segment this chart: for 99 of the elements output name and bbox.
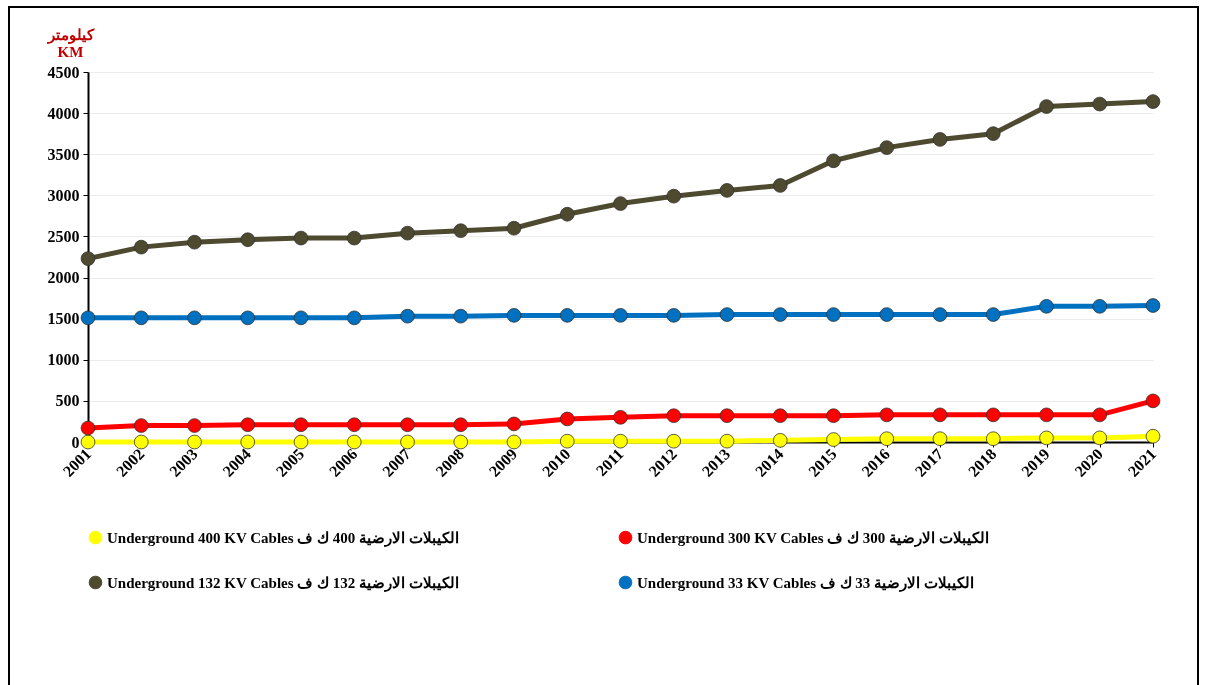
point [985,307,1001,322]
point [453,223,469,238]
point [346,230,362,246]
point [932,431,948,446]
point [1092,407,1108,423]
point [80,420,96,436]
point [613,433,628,449]
point [1092,96,1108,112]
point [719,433,735,449]
y-tick-label: 4500 [47,63,80,81]
point [1145,428,1161,444]
point [826,153,841,169]
point [985,431,1001,446]
point [1145,393,1161,409]
point [1039,99,1054,114]
point [666,308,682,323]
point [240,417,256,433]
point [187,234,202,250]
point [187,310,202,326]
point [613,196,628,211]
point [400,308,415,324]
point [400,225,415,241]
point [240,434,256,450]
point [559,308,575,323]
point [932,132,948,147]
point [826,432,841,447]
point [506,308,522,323]
point [1039,430,1054,446]
point [879,431,895,446]
y-tick-label: 3000 [47,186,80,204]
legend-label: Underground 400 KV Cables الكيبلات الارضية 400 ك ف [107,529,459,547]
legend-label: Underground 300 KV Cables الكيبلات الارضية 300 ك ف [637,529,989,547]
y-tick-label: 4000 [47,104,80,122]
point [985,126,1001,141]
point [559,433,575,449]
point [80,434,96,450]
legend-label: Underground 132 KV Cables الكيبلات الارضية 132 ك ف [107,574,459,592]
point [1039,407,1054,423]
point [826,408,841,423]
point [719,408,735,423]
point [240,310,256,326]
point [133,239,149,255]
point [1092,430,1108,446]
y-tick-label: 0 [71,433,80,451]
point [346,434,362,450]
point [772,178,788,193]
point [506,416,522,432]
point [666,408,682,423]
point [1145,298,1161,313]
point [453,434,469,450]
point [772,433,788,448]
point [293,434,309,450]
point [666,433,682,449]
point [293,417,309,433]
point [293,230,309,246]
point [400,434,415,450]
point [879,140,895,155]
point [187,418,202,433]
point [453,308,469,324]
y-tick-label: 1500 [47,310,80,328]
point [666,188,682,204]
point [346,310,362,326]
point [772,307,788,322]
y-tick-label: 2500 [47,227,80,245]
point [1039,299,1054,314]
point [240,232,256,248]
point [932,307,948,322]
point [133,418,149,433]
point [559,411,575,427]
point [613,308,628,323]
point [133,434,149,450]
point [1145,94,1161,109]
point [1092,299,1108,314]
legend-label: Underground 33 KV Cables الكيبلات الارضية 33 ك ف [637,574,974,592]
y-tick-label: 3500 [47,145,80,163]
y-tick-label: 1000 [47,351,80,369]
point [506,220,522,236]
point [772,408,788,423]
point [293,310,309,326]
point [879,307,895,322]
point [719,307,735,322]
point [453,417,469,433]
x-tick-label: 2011 [592,445,627,480]
point [559,206,575,222]
point [613,410,628,425]
point [932,407,948,423]
point [879,407,895,423]
point [80,251,96,266]
point [133,310,149,326]
point [506,434,522,450]
point [187,434,202,450]
y-tick-label: 500 [55,392,80,410]
point [826,307,841,322]
point [985,407,1001,423]
point [80,310,96,326]
y-tick-label: 2000 [47,269,80,287]
point [719,183,735,198]
point [346,417,362,433]
point [400,417,415,433]
